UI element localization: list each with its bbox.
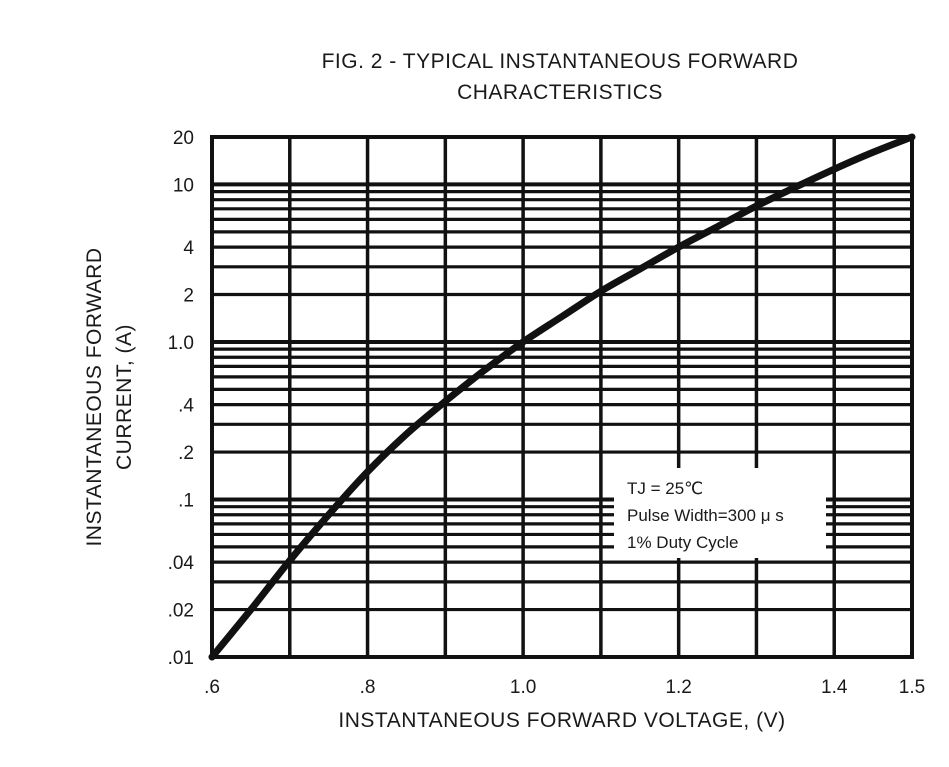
annotation-line1: TJ = 25℃ (627, 479, 703, 498)
plot-frame (210, 135, 914, 659)
chart-subtitle: CHARACTERISTICS (457, 81, 663, 104)
annotation-box: TJ = 25℃ Pulse Width=300 μ s 1% Duty Cyc… (614, 468, 826, 558)
x-tick-label: 1.5 (899, 677, 925, 698)
y-tick-label: .2 (178, 443, 194, 464)
y-tick-label: 2 (183, 286, 194, 307)
x-tick-labels: .6 .8 1.0 1.2 1.4 1.5 (204, 677, 925, 698)
y-tick-label: .4 (178, 396, 194, 417)
chart-title: FIG. 2 - TYPICAL INSTANTANEOUS FORWARD (321, 50, 799, 73)
series-curve-group (208, 133, 916, 661)
annotation-background (614, 468, 826, 558)
horizontal-grid (210, 135, 914, 659)
y-tick-label: .01 (168, 648, 194, 669)
y-tick-label: .02 (168, 601, 194, 622)
y-tick-label: .1 (178, 490, 194, 511)
x-axis-label: INSTANTANEOUS FORWARD VOLTAGE, (V) (338, 709, 786, 732)
x-tick-label: 1.2 (665, 677, 691, 698)
series-line (208, 133, 916, 661)
x-tick-label: 1.0 (510, 677, 536, 698)
y-tick-labels: .01 .02 .04 .1 .2 .4 1.0 2 4 10 20 (168, 128, 195, 669)
y-tick-label: 20 (173, 128, 194, 149)
annotation-line2: Pulse Width=300 μ s (627, 506, 784, 525)
y-tick-label: 10 (173, 175, 194, 196)
x-tick-label: .6 (204, 677, 220, 698)
annotation-line3: 1% Duty Cycle (627, 533, 738, 552)
vertical-grid (210, 137, 914, 657)
y-tick-label: 4 (183, 238, 194, 259)
x-tick-label: 1.4 (821, 677, 848, 698)
x-tick-label: .8 (360, 677, 376, 698)
y-tick-label: .04 (168, 553, 195, 574)
y-tick-label: 1.0 (168, 333, 194, 354)
